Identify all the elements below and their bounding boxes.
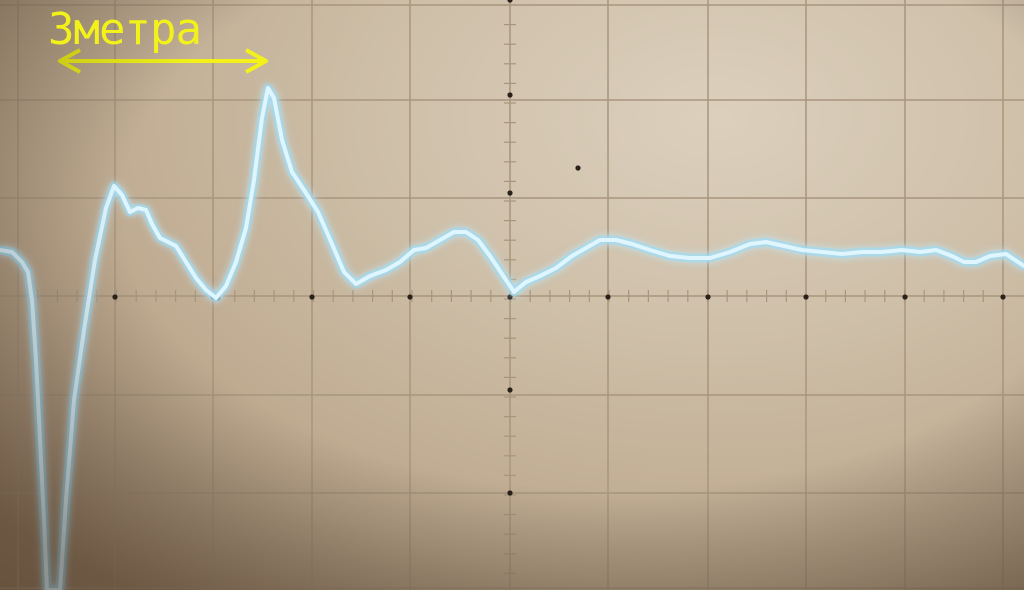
distance-annotation-label: 3метра	[48, 4, 202, 55]
